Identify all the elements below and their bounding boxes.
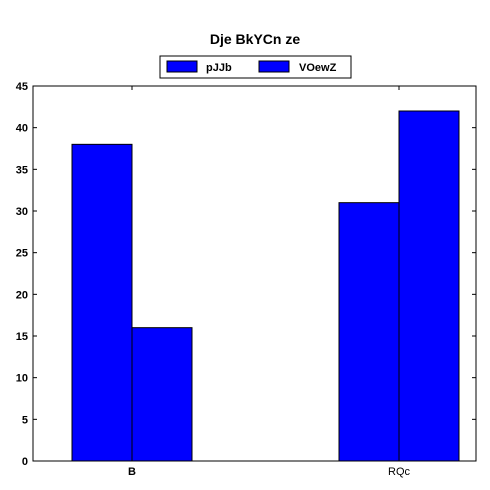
- bar: [71, 143, 133, 462]
- plot-frame: [32, 85, 477, 462]
- legend-label-2: VOewZ: [299, 62, 337, 74]
- x-tick-label: RQc: [388, 466, 411, 478]
- y-tick-label: 5: [22, 414, 28, 426]
- bar: [338, 202, 400, 462]
- y-tick-label: 0: [22, 456, 28, 468]
- y-tick-label: 40: [16, 123, 28, 135]
- y-tick-label: 30: [16, 206, 28, 218]
- ticks-layer: 0 5 10 15 20 25 30 35 40 45 B RQc: [16, 81, 476, 478]
- y-tick-label: 35: [16, 164, 28, 176]
- legend-label-1: pJJb: [206, 62, 232, 74]
- y-tick-label: 20: [16, 289, 28, 301]
- y-tick-label: 25: [16, 248, 28, 260]
- y-tick-label: 15: [16, 331, 28, 343]
- y-tick-label: 10: [16, 373, 28, 385]
- bars-layer: [71, 110, 460, 462]
- chart-title: Dje BkYCn ze: [210, 31, 300, 47]
- legend-swatch-1: [166, 60, 198, 73]
- y-tick-label: 45: [16, 81, 28, 93]
- legend: pJJb VOewZ: [159, 55, 352, 79]
- bar: [131, 327, 193, 462]
- legend-swatch-2: [258, 60, 290, 73]
- bar: [398, 110, 460, 462]
- x-tick-label: B: [128, 466, 136, 478]
- legend-frame: [159, 55, 352, 79]
